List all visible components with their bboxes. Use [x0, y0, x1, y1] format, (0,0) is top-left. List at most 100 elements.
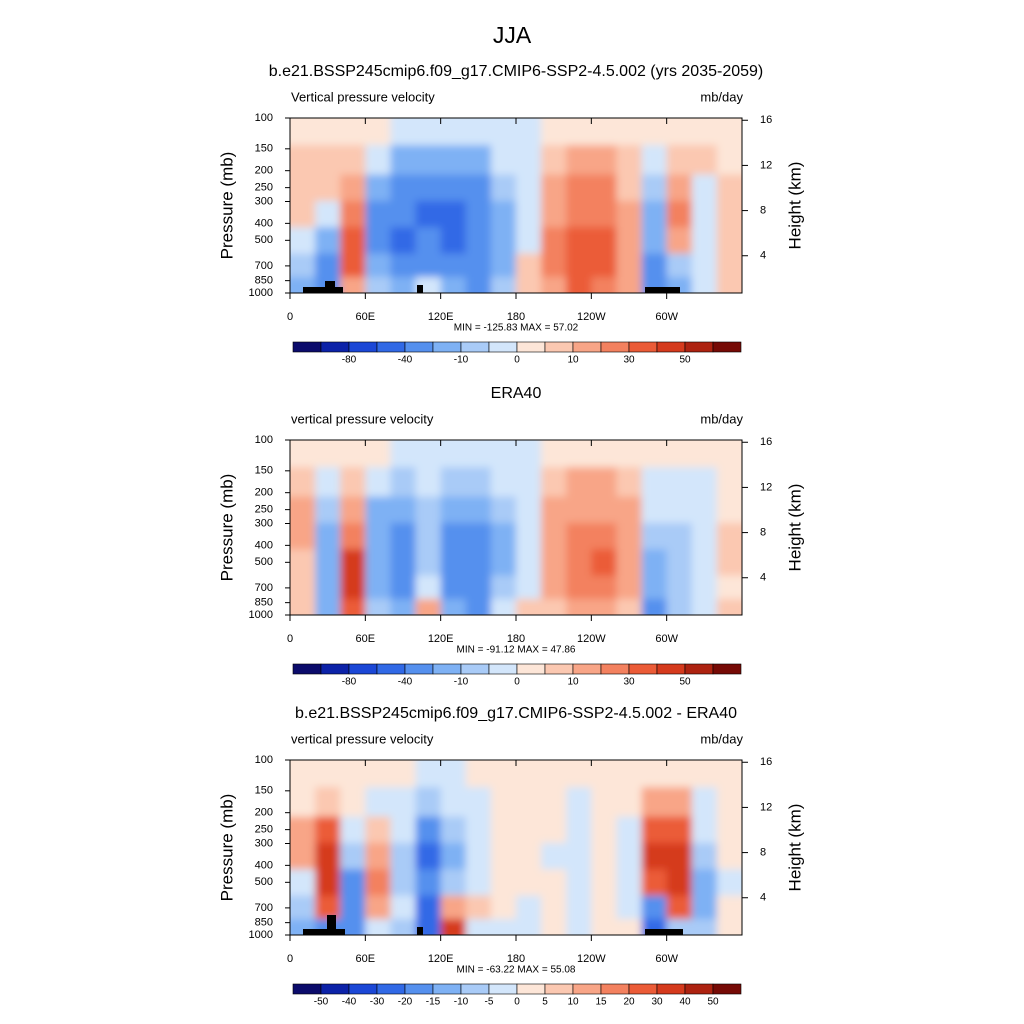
y2-tick-label: 16 [760, 756, 772, 768]
colorbar-label: -80 [342, 677, 357, 688]
colorbar-label: 30 [623, 677, 635, 688]
contour-cell [716, 226, 742, 254]
contour-cell [541, 253, 567, 277]
colorbar-label: 50 [679, 677, 691, 688]
colorbar-label: -10 [454, 355, 469, 366]
y-tick-label: 1000 [249, 287, 273, 299]
contour-cell [516, 548, 542, 576]
colorbar-label: 30 [623, 355, 635, 366]
x-tick-label: 0 [287, 633, 293, 645]
contour-cell [465, 226, 492, 254]
colorbar-box [292, 341, 322, 353]
contour-cell [691, 548, 718, 576]
contour-cell [440, 786, 467, 817]
contour-cell [390, 522, 417, 550]
contour-cell [591, 842, 617, 870]
contour-cell [315, 174, 341, 201]
contour-cell [591, 226, 617, 254]
contour-cell [691, 466, 718, 497]
y2-tick-label: 16 [760, 436, 772, 448]
contour-cell [440, 144, 467, 175]
contour-cell [365, 226, 391, 254]
y2-axis-title: Height (km) [785, 162, 804, 250]
contour-cell [465, 786, 492, 817]
contour-cell [566, 144, 592, 175]
x-tick-label: 120W [577, 633, 606, 645]
contour-cell [465, 466, 492, 497]
contour-cell [716, 895, 742, 919]
colorbar-label: 0 [514, 997, 520, 1008]
contour-cell [591, 466, 617, 497]
figure-title: JJA [493, 22, 532, 48]
colorbar-label: -40 [398, 677, 413, 688]
terrain [645, 929, 683, 935]
contour-cell [641, 598, 668, 615]
contour-cell [340, 118, 366, 146]
colorbar-box [572, 341, 602, 353]
contour-cell [716, 598, 742, 615]
y-tick-label: 400 [255, 217, 273, 229]
contour-cell [290, 226, 316, 254]
contour-cell [541, 144, 567, 175]
contour-cell [290, 174, 316, 201]
contour-cell [716, 522, 742, 550]
contour-cell [365, 522, 391, 550]
colorbar-box [516, 341, 546, 353]
contour-cell [465, 760, 492, 788]
contour-cell [541, 786, 567, 817]
contour-cell [315, 118, 341, 146]
contour-cell [415, 174, 442, 201]
left-label: vertical pressure velocity [291, 411, 434, 426]
contour-cell [440, 575, 467, 599]
contour-cell [465, 548, 492, 576]
colorbar-box [320, 983, 350, 995]
contour-cell [465, 496, 492, 523]
x-tick-label: 60W [655, 633, 678, 645]
contour-cell [490, 548, 517, 576]
contour-cell [365, 598, 391, 615]
contour-cell [616, 226, 643, 254]
contour-cell [541, 548, 567, 576]
contour-cell [340, 276, 366, 293]
contour-cell [716, 276, 742, 293]
contour-cell [315, 816, 341, 843]
contour-cell [616, 466, 643, 497]
contour-cell [591, 816, 617, 843]
y-tick-label: 200 [255, 487, 273, 499]
contour-cell [616, 174, 643, 201]
contour-cell [415, 440, 442, 468]
contour-cell [516, 253, 542, 277]
contour-cell [365, 466, 391, 497]
contour-cell [415, 466, 442, 497]
left-label: vertical pressure velocity [291, 731, 434, 746]
terrain [327, 915, 336, 935]
contour-cell [390, 276, 417, 293]
contour-cell [566, 226, 592, 254]
colorbar-label: -10 [454, 677, 469, 688]
contour-cell [691, 868, 718, 896]
contour-cell [616, 144, 643, 175]
colorbar-label: 20 [623, 997, 635, 1008]
contour-cell [541, 174, 567, 201]
left-label: Vertical pressure velocity [291, 89, 435, 104]
contour-cell [641, 816, 668, 843]
right-label: mb/day [700, 89, 743, 104]
contour-cell [616, 918, 643, 935]
x-tick-label: 60E [356, 311, 376, 323]
contour-cell [315, 760, 341, 788]
y-axis-title: Pressure (mb) [217, 152, 236, 260]
contour-cell [465, 276, 492, 293]
contour-cell [340, 895, 366, 919]
contour-cell [315, 598, 341, 615]
contour-cell [591, 868, 617, 896]
contour-cell [541, 118, 567, 146]
contour-cell [691, 440, 718, 468]
contour-cell [340, 575, 366, 599]
contour-cell [365, 440, 391, 468]
colorbar-box [572, 663, 602, 675]
field-cells [290, 440, 742, 615]
contour-cell [616, 575, 643, 599]
contour-cell [541, 842, 567, 870]
contour-cell [290, 548, 316, 576]
